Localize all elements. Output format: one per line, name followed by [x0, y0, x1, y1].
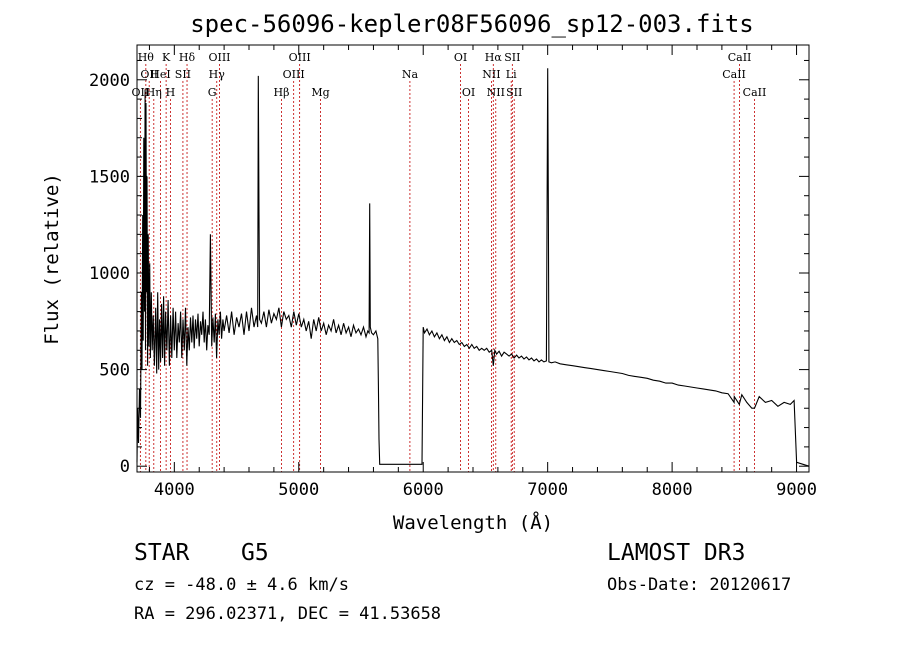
y-tick-label: 0 [120, 457, 130, 477]
line-marker-label: SII [504, 51, 520, 64]
obs-date-text: Obs-Date: 20120617 [607, 575, 792, 595]
line-marker-label: NII [487, 86, 505, 99]
line-marker-label: K [162, 51, 171, 64]
x-axis-label: Wavelength (Å) [393, 511, 553, 534]
coordinates-text: RA = 296.02371, DEC = 41.53658 [134, 604, 442, 624]
x-tick-label: 8000 [652, 480, 693, 500]
line-marker-label: G [208, 86, 217, 99]
line-marker-label: SII [175, 68, 191, 81]
line-marker-labels: HθOIIOIIHηHeIKHSIIHδGHγOIIIHβOIIIOIIIMgN… [132, 51, 767, 99]
plot-frame [136, 44, 810, 473]
line-marker-label: Hγ [209, 68, 226, 81]
x-tick-label: 6000 [403, 480, 444, 500]
line-marker-label: OII [140, 68, 158, 81]
x-tick-label: 4000 [154, 480, 195, 500]
line-marker-label: CaII [728, 51, 752, 64]
line-marker-label: OIII [283, 68, 305, 81]
line-marker-label: Hη [146, 86, 162, 99]
line-marker-label: Hδ [179, 51, 196, 64]
y-tick-label: 1000 [89, 264, 130, 284]
line-marker-label: NII [482, 68, 500, 81]
line-marker-label: OIII [208, 51, 230, 64]
y-axis-ticks: 0 500 1000 1500 2000 [89, 59, 809, 477]
line-marker-label: Hθ [138, 51, 155, 64]
x-tick-label: 7000 [527, 480, 568, 500]
chart-title: spec-56096-kepler08F56096_sp12-003.fits [190, 10, 754, 38]
line-marker-label: OI [462, 86, 475, 99]
line-marker-label: OI [454, 51, 467, 64]
y-axis-label: Flux (relative) [41, 173, 63, 345]
y-tick-label: 500 [99, 361, 130, 381]
line-marker-label: HeI [150, 68, 170, 81]
x-axis-ticks: 4000 5000 6000 7000 8000 9000 [148, 45, 817, 500]
line-marker-label: Hα [485, 51, 503, 64]
line-marker-label: Li [506, 68, 517, 81]
line-marker-label: SII [506, 86, 522, 99]
y-tick-label: 2000 [89, 71, 130, 91]
line-marker-label: Hβ [274, 86, 290, 99]
object-subclass: G5 [241, 540, 269, 566]
line-marker-label: CaII [743, 86, 767, 99]
survey-name: LAMOST DR3 [607, 540, 746, 566]
line-marker-label: Na [402, 68, 419, 81]
x-tick-label: 9000 [776, 480, 817, 500]
object-class: STAR [134, 540, 190, 566]
x-tick-label: 5000 [278, 480, 319, 500]
y-tick-label: 1500 [89, 167, 130, 187]
redshift-text: cz = -48.0 ± 4.6 km/s [134, 575, 349, 595]
line-marker-label: OIII [289, 51, 311, 64]
line-marker-label: H [166, 86, 176, 99]
line-markers [139, 64, 755, 472]
line-marker-label: CaII [722, 68, 746, 81]
line-marker-label: Mg [311, 86, 329, 99]
spectrum-line [136, 68, 810, 467]
